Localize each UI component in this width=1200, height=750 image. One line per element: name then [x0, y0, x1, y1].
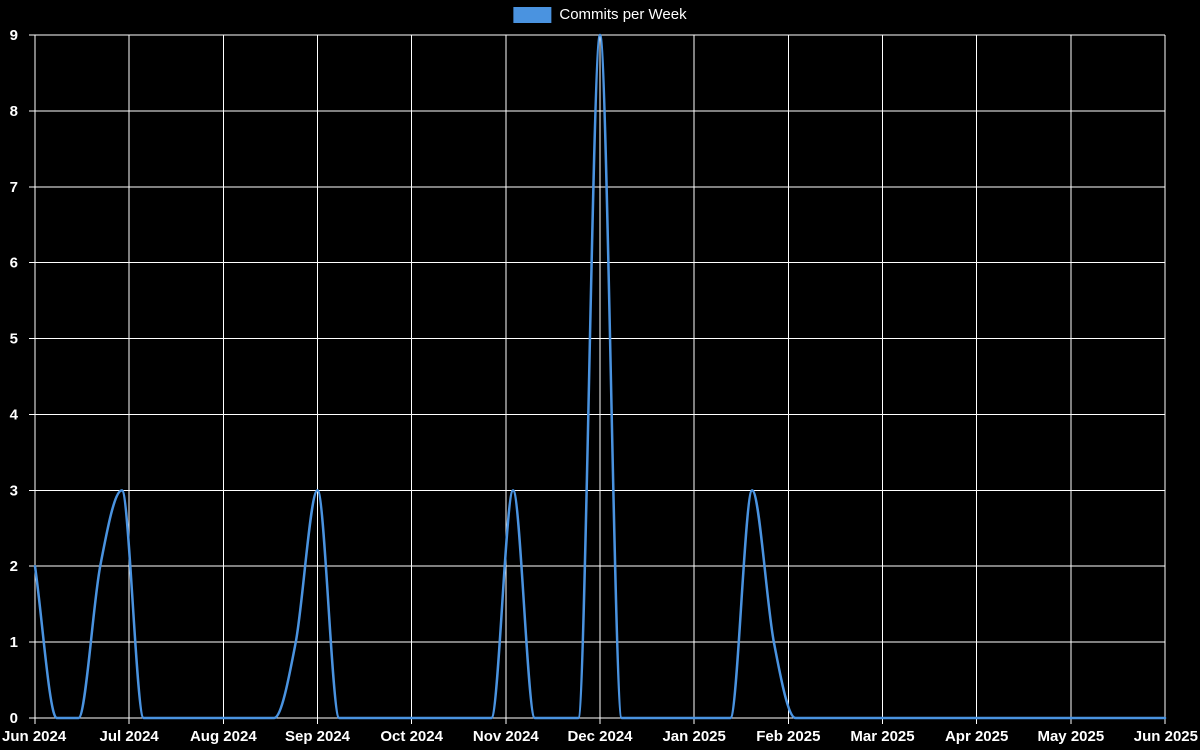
y-tick-label: 6 [10, 255, 18, 272]
x-tick-label: Dec 2024 [567, 728, 633, 745]
x-tick-label: Sep 2024 [285, 728, 351, 745]
y-tick-label: 0 [10, 710, 18, 727]
x-tick-label: Nov 2024 [473, 728, 540, 745]
chart-legend: Commits per Week [513, 6, 687, 23]
x-tick-label: Aug 2024 [190, 728, 257, 745]
y-tick-label: 8 [10, 103, 18, 120]
y-tick-label: 2 [10, 558, 18, 575]
x-tick-label: Apr 2025 [945, 728, 1008, 745]
x-tick-label: Mar 2025 [850, 728, 914, 745]
x-tick-label: May 2025 [1037, 728, 1104, 745]
y-tick-label: 5 [10, 331, 18, 348]
legend-label: Commits per Week [559, 6, 687, 23]
y-tick-label: 7 [10, 179, 18, 196]
y-tick-label: 9 [10, 27, 18, 44]
x-tick-label: Jun 2025 [1134, 728, 1198, 745]
x-tick-label: Jan 2025 [662, 728, 725, 745]
y-tick-label: 4 [10, 406, 19, 423]
x-tick-label: Jul 2024 [100, 728, 160, 745]
x-tick-label: Feb 2025 [756, 728, 820, 745]
legend-swatch [513, 7, 552, 23]
commits-line [33, 33, 1167, 720]
x-tick-label: Oct 2024 [380, 728, 443, 745]
y-tick-label: 3 [10, 482, 18, 499]
y-tick-label: 1 [10, 634, 18, 651]
x-tick-label: Jun 2024 [2, 728, 67, 745]
